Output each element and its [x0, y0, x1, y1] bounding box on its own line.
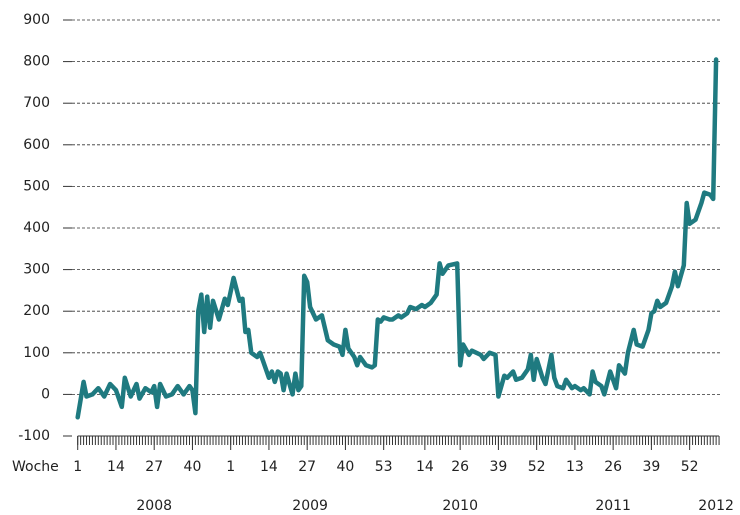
- year-label: 2008: [136, 498, 172, 514]
- x-tick-label: 39: [489, 459, 507, 475]
- x-tick-label: 40: [184, 459, 202, 475]
- y-tick-label: 700: [23, 95, 50, 111]
- y-tick-label: 300: [23, 262, 50, 278]
- y-tick-label: 900: [23, 12, 50, 28]
- x-tick-label: 1: [73, 459, 82, 475]
- x-tick-label: 14: [107, 459, 125, 475]
- x-tick-label: 14: [416, 459, 434, 475]
- y-tick-label: 800: [23, 54, 50, 70]
- x-tick-label: 13: [566, 459, 584, 475]
- y-tick-label: 0: [41, 386, 50, 402]
- x-tick-label: 14: [260, 459, 278, 475]
- x-tick-label: 40: [337, 459, 355, 475]
- y-tick-label: 600: [23, 137, 50, 153]
- x-tick-label: 52: [528, 459, 546, 475]
- year-label: 2012: [698, 498, 734, 514]
- x-tick-label: 26: [604, 459, 622, 475]
- y-tick-label: 100: [23, 345, 50, 361]
- x-tick-label: 53: [375, 459, 393, 475]
- x-tick-label: 52: [681, 459, 699, 475]
- x-axis-label: Woche: [12, 459, 59, 475]
- y-tick-label: -100: [18, 428, 50, 444]
- y-tick-label: 200: [23, 303, 50, 319]
- x-tick-label: 39: [642, 459, 660, 475]
- data-line: [75, 57, 719, 420]
- year-label: 2009: [292, 498, 328, 514]
- x-tick-label: 27: [145, 459, 163, 475]
- x-tick-label: 1: [226, 459, 235, 475]
- y-tick-label: 500: [23, 178, 50, 194]
- year-label: 2010: [442, 498, 478, 514]
- year-label: 2011: [595, 498, 631, 514]
- y-tick-label: 400: [23, 220, 50, 236]
- x-tick-label: 27: [298, 459, 316, 475]
- x-tick-label: 26: [451, 459, 469, 475]
